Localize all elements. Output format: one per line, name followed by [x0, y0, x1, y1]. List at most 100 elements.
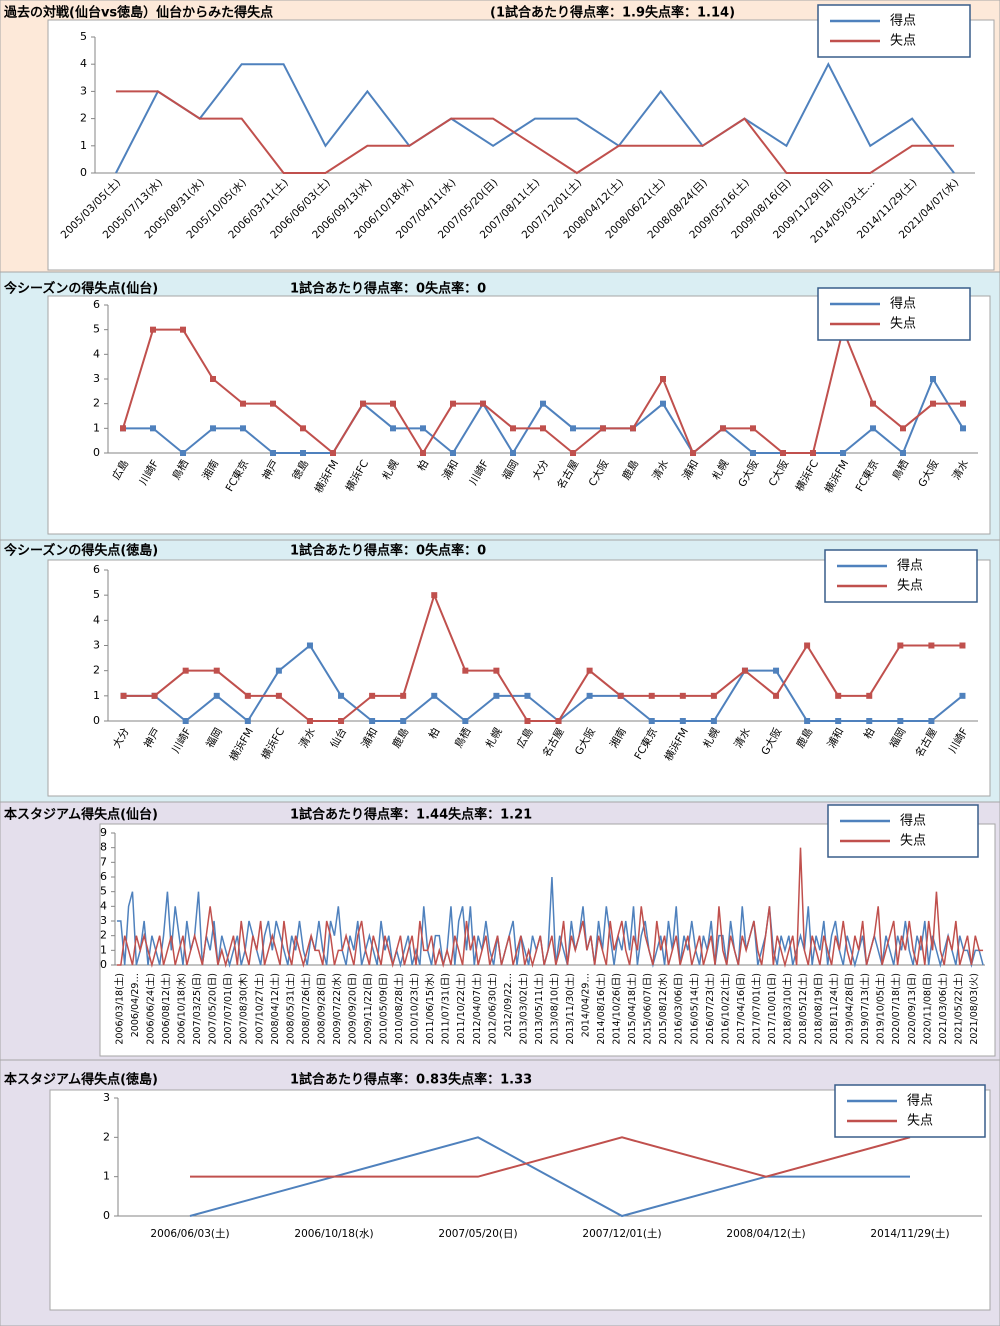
- plot-frame: [47, 19, 995, 271]
- x-tick-label: 2012/09/22…: [503, 973, 514, 1037]
- x-tick-label: 2014/11/29(土): [870, 1227, 949, 1240]
- marker: [300, 425, 306, 432]
- marker: [750, 425, 756, 432]
- y-tick-label: 4: [93, 347, 100, 360]
- marker: [270, 400, 276, 407]
- x-tick-label: 2019/10/05(土): [875, 973, 887, 1045]
- y-tick-label: 5: [100, 885, 107, 898]
- x-tick-label: 2006/10/18(水): [176, 973, 188, 1045]
- legend-label: 得点: [890, 296, 916, 312]
- chart-subtitle: 1試合あたり得点率：1.44失点率：1.21: [290, 807, 532, 823]
- marker: [240, 400, 246, 407]
- marker: [930, 376, 936, 382]
- legend-label: 得点: [897, 558, 923, 574]
- marker: [648, 718, 655, 724]
- marker: [275, 667, 282, 674]
- y-tick-label: 2: [100, 929, 107, 942]
- marker: [835, 718, 842, 724]
- marker: [180, 326, 186, 333]
- y-tick-label: 5: [80, 30, 87, 43]
- marker: [710, 692, 717, 699]
- marker: [960, 400, 966, 407]
- marker: [182, 667, 189, 674]
- x-tick-label: 2010/08/28(土): [393, 973, 405, 1045]
- marker: [570, 450, 576, 456]
- marker: [710, 718, 717, 724]
- x-tick-label: 2020/09/13(日): [907, 973, 918, 1045]
- x-tick-label: 2021/03/06(土): [937, 973, 949, 1045]
- x-tick-label: 2007/10/27(土): [253, 973, 265, 1045]
- x-tick-label: 2016/05/14(土): [688, 973, 700, 1045]
- y-tick-label: 0: [100, 958, 107, 971]
- x-tick-label: 2007/05/20(日): [208, 973, 219, 1045]
- x-tick-label: 2009/11/22(日): [363, 973, 374, 1045]
- x-tick-label: 2018/05/12(土): [797, 973, 809, 1045]
- x-tick-label: 2013/08/10(土): [548, 973, 560, 1045]
- marker: [555, 718, 562, 724]
- chart-title: 今シーズンの得失点(徳島): [3, 543, 158, 559]
- marker: [750, 450, 756, 456]
- marker: [390, 400, 396, 407]
- marker: [773, 692, 780, 699]
- x-tick-label: 2018/03/10(土): [781, 973, 793, 1045]
- chart-subtitle: (1試合あたり得点率：1.9失点率：1.14): [490, 5, 735, 21]
- y-tick-label: 1: [93, 689, 100, 702]
- marker: [420, 450, 426, 456]
- marker: [431, 592, 438, 599]
- marker: [330, 450, 336, 456]
- marker: [617, 692, 624, 699]
- marker: [835, 692, 842, 699]
- marker: [570, 425, 576, 432]
- marker: [648, 692, 655, 699]
- marker: [810, 450, 816, 456]
- marker: [870, 425, 876, 432]
- marker: [630, 425, 636, 432]
- chart-subtitle: 1試合あたり得点率：0.83失点率：1.33: [290, 1072, 532, 1088]
- x-tick-label: 2017/10/01(日): [767, 973, 778, 1045]
- x-tick-label: 2020/11/08(日): [922, 973, 933, 1045]
- x-tick-label: 2007/08/30(木): [238, 973, 250, 1045]
- x-tick-label: 2013/05/11(土): [533, 973, 545, 1045]
- x-tick-label: 2006/08/12(土): [160, 973, 172, 1045]
- chart-subtitle: 1試合あたり得点率：0失点率：0: [290, 543, 486, 559]
- y-tick-label: 1: [80, 139, 87, 152]
- legend: [817, 287, 971, 341]
- marker: [244, 692, 251, 699]
- x-tick-label: 2014/08/16(土): [595, 973, 607, 1045]
- x-tick-label: 2006/06/24(土): [145, 973, 157, 1045]
- x-tick-label: 2016/07/23(土): [704, 973, 716, 1045]
- y-tick-label: 3: [93, 639, 100, 652]
- x-tick-label: 2014/04/29…: [581, 973, 592, 1037]
- marker: [741, 667, 748, 674]
- y-tick-label: 0: [80, 166, 87, 179]
- y-tick-label: 0: [103, 1209, 110, 1222]
- legend-label: 得点: [900, 813, 926, 829]
- legend-label: 失点: [897, 579, 923, 594]
- chart-title: 本スタジアム得失点(徳島): [4, 1072, 158, 1088]
- marker: [120, 425, 126, 432]
- marker: [897, 642, 904, 649]
- marker: [524, 692, 531, 699]
- marker: [510, 425, 516, 432]
- series-line: [190, 1136, 911, 1178]
- x-tick-label: 2016/03/06(日): [674, 973, 685, 1045]
- x-tick-label: 2012/04/07(土): [471, 973, 483, 1045]
- legend-label: 失点: [907, 1114, 933, 1129]
- marker: [897, 718, 904, 724]
- x-tick-label: 2017/04/16(日): [736, 973, 747, 1045]
- legend-label: 失点: [890, 317, 916, 332]
- x-tick-label: 2008/04/12(土): [726, 1227, 805, 1240]
- x-tick-label: 2010/05/09(日): [379, 973, 390, 1045]
- legend-label: 失点: [900, 834, 926, 849]
- x-tick-label: 2013/11/30(土): [564, 973, 576, 1045]
- marker: [120, 692, 127, 699]
- y-tick-label: 6: [93, 298, 100, 311]
- marker: [150, 326, 156, 333]
- marker: [600, 425, 606, 432]
- marker: [679, 718, 686, 724]
- marker: [210, 425, 216, 432]
- marker: [780, 450, 786, 456]
- y-tick-label: 5: [93, 323, 100, 336]
- marker: [360, 400, 366, 407]
- marker: [660, 400, 666, 407]
